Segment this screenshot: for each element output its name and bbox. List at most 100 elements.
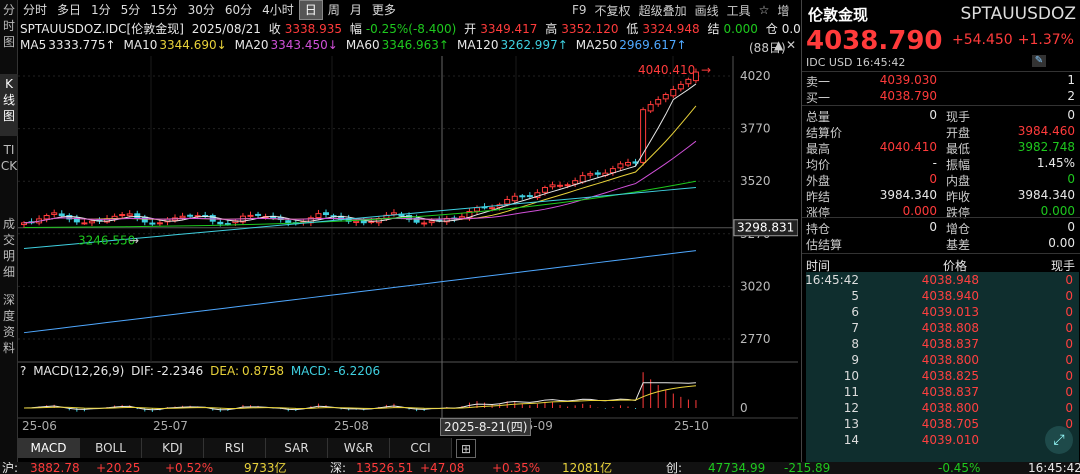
indicator-tab-6[interactable]: CCI: [390, 438, 452, 458]
bar-low: 3324.948: [642, 22, 700, 36]
candle-body: [692, 71, 699, 82]
tick-time: 16:45:42: [805, 273, 859, 287]
tick-row: 16:45:42 4038.948 0: [805, 273, 1079, 289]
period-10[interactable]: 月: [349, 3, 362, 17]
indicator-tab-0[interactable]: MACD: [18, 438, 80, 458]
kline-chart[interactable]: 4020377035203270302027703298.8314040.410…: [18, 56, 798, 456]
tick-row: 5 4038.940 0: [806, 289, 1079, 305]
tool-0[interactable]: F9: [572, 3, 587, 17]
candle-body: [51, 212, 58, 215]
stat-label: 外盘: [806, 174, 831, 188]
ma60-line: [23, 180, 697, 228]
add-indicator-button[interactable]: ⊞: [456, 439, 476, 458]
period-2[interactable]: 1分: [91, 3, 111, 17]
vtab-detail[interactable]: 成交明细: [2, 217, 15, 279]
period-3[interactable]: 5分: [120, 3, 141, 17]
dif-label: DIF:: [131, 364, 154, 378]
stat-value: 0.000: [902, 204, 937, 218]
indicator-tab-3[interactable]: RSI: [204, 438, 266, 458]
indicator-tab-5[interactable]: W&R: [328, 438, 390, 458]
tick-qty: 0: [1065, 289, 1073, 303]
tick-qty: 0: [1065, 369, 1073, 383]
tool-3[interactable]: 画线: [694, 3, 719, 18]
ma-name-4: MA120: [456, 38, 499, 52]
candle-body: [187, 214, 194, 217]
x-tick-label: 25-08: [334, 419, 369, 433]
bid-label: 买一: [806, 91, 831, 105]
candle-body: [217, 221, 224, 225]
vtab-tick[interactable]: TICK: [0, 143, 18, 173]
candle-body: [88, 220, 95, 224]
period-5[interactable]: 30分: [187, 3, 215, 17]
tick-time: 10: [843, 369, 859, 383]
tick-time: 5: [851, 289, 859, 303]
stat-label: 均价: [806, 158, 831, 172]
expand-icon[interactable]: ⤢: [1045, 426, 1073, 454]
dif-line: [23, 382, 696, 411]
tool-1[interactable]: 不复权: [594, 3, 631, 18]
ma-legend: MA5 3333.775↑ MA10 3344.690↓ MA20 3343.450↓ MA…: [20, 38, 800, 56]
indicator-tab-2[interactable]: KDJ: [142, 438, 204, 458]
period-9[interactable]: 周: [327, 3, 340, 17]
stat-value: 0: [929, 172, 937, 186]
period-8[interactable]: 日: [298, 0, 323, 20]
vtab-kline[interactable]: K线图: [0, 74, 18, 136]
candle-body: [685, 78, 692, 85]
low-label: 低: [626, 22, 639, 36]
sz-index: 13526.51: [356, 462, 414, 474]
close-icon[interactable]: ✕: [786, 38, 797, 52]
candle-body: [549, 184, 556, 188]
tick-qty: 0: [1065, 401, 1073, 415]
stat-label: 昨收: [946, 190, 971, 204]
candle-body: [519, 195, 526, 198]
period-4[interactable]: 15分: [150, 3, 178, 17]
period-toolbar: 分时 多日 1分 5分 15分 30分 60分 4小时日周月更多: [18, 0, 798, 20]
edit-icon[interactable]: ✎: [1032, 55, 1046, 67]
candle-body: [617, 163, 624, 169]
candle-body: [572, 180, 579, 185]
vtab-depth[interactable]: 深度资料: [2, 293, 15, 355]
tool-2[interactable]: 超级叠加: [638, 3, 687, 18]
tick-time: 11: [843, 385, 859, 399]
tool-6[interactable]: 增: [777, 3, 790, 18]
tick-head-price: 价格: [943, 259, 968, 273]
stat-row: 外盘 0 内盘 0: [802, 172, 1080, 188]
tick-row: 10 4038.825 0: [806, 369, 1079, 385]
period-1[interactable]: 多日: [57, 3, 82, 17]
candle-body: [81, 222, 88, 225]
stat-value: 1.45%: [1036, 156, 1075, 170]
vtab-timeshare[interactable]: 分时图: [2, 3, 15, 49]
ask-price: 4039.030: [879, 73, 937, 87]
period-6[interactable]: 60分: [224, 3, 253, 17]
candle-body: [541, 187, 548, 193]
macd-help-icon[interactable]: ?: [20, 364, 27, 378]
ma120-line: [23, 187, 696, 250]
period-11[interactable]: 更多: [371, 3, 396, 17]
ma5-line: [23, 83, 697, 224]
stat-value: 3984.340: [1017, 188, 1075, 202]
tick-list[interactable]: 16:45:42 4038.948 0 5 4038.940 0 6 4039.013 0 7 40…: [805, 272, 1079, 462]
min-label: 3246.550: [78, 234, 135, 248]
stat-value: 0: [929, 108, 937, 122]
candle-body: [474, 207, 480, 212]
candle-body: [315, 213, 322, 219]
stat-value: 0: [1067, 108, 1075, 122]
quote-meta: IDC USD 16:45:42: [806, 56, 905, 69]
macd-title: MACD(12,26,9): [33, 364, 125, 378]
period-0[interactable]: 分时: [23, 3, 48, 17]
tool-5[interactable]: ☆: [758, 3, 770, 17]
x-tick-label: 25-06: [22, 419, 57, 433]
tick-head-time: 时间: [806, 259, 831, 273]
caret-up-icon[interactable]: ▲: [774, 38, 784, 52]
price-tag: 3298.831: [737, 221, 794, 235]
candle-body: [466, 211, 473, 219]
candle-body: [511, 195, 518, 202]
indicator-tab-1[interactable]: BOLL: [80, 438, 142, 458]
tick-qty: 0: [1065, 417, 1073, 431]
period-7[interactable]: 4小时: [262, 3, 294, 17]
stat-label: 最低: [946, 142, 971, 156]
tick-time: 7: [851, 321, 859, 335]
indicator-tab-4[interactable]: SAR: [266, 438, 328, 458]
y-tick-label: 3520: [740, 174, 771, 188]
tool-4[interactable]: 工具: [726, 3, 751, 18]
